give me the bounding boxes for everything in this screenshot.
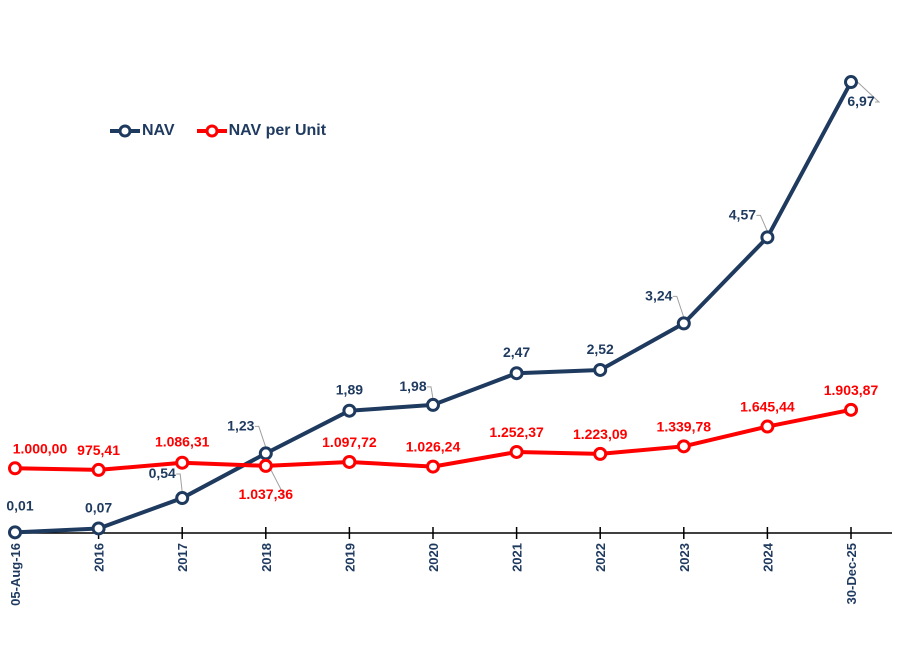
data-label: 3,24 [645, 287, 672, 303]
leader-line [254, 425, 267, 448]
data-point [426, 459, 440, 474]
data-label: 4,57 [729, 206, 756, 222]
data-point [258, 446, 273, 461]
leader-line [427, 386, 434, 399]
data-label: 2,52 [587, 341, 614, 357]
data-label: 0,54 [149, 465, 176, 481]
data-point [426, 397, 440, 412]
leader-line [850, 75, 881, 103]
data-point [91, 462, 106, 477]
data-point [175, 491, 190, 506]
data-point [509, 444, 524, 459]
data-label: 1.223,09 [573, 426, 628, 442]
data-label: 0,01 [6, 497, 33, 513]
x-tick-label: 2019 [342, 543, 357, 572]
data-point [844, 75, 858, 90]
legend: NAV NAV per Unit [110, 122, 326, 140]
data-point [91, 521, 106, 536]
x-tick-label: 2021 [510, 543, 525, 572]
x-tick-label: 2024 [760, 542, 775, 572]
leader-line [176, 473, 183, 493]
leader-line [672, 295, 685, 318]
legend-label-nav: NAV [142, 122, 175, 139]
data-point [175, 455, 190, 470]
data-label: 2,47 [503, 344, 530, 360]
data-label: 1,23 [227, 417, 254, 433]
data-label: 1.339,78 [657, 418, 712, 434]
data-label: 1,89 [336, 382, 363, 398]
legend-marker-nav-per-unit [196, 124, 227, 138]
data-point [509, 366, 524, 381]
x-tick-label: 2023 [677, 543, 692, 572]
data-label: 1.903,87 [824, 382, 879, 398]
data-point [760, 419, 775, 434]
x-tick-label: 05-Aug-16 [8, 543, 23, 606]
leader-line [756, 214, 768, 232]
data-point [342, 403, 357, 418]
data-label: 1.000,00 [13, 440, 68, 456]
data-label: 1.645,44 [740, 399, 795, 415]
data-label: 975,41 [77, 442, 120, 458]
data-point [760, 230, 775, 245]
data-point [258, 458, 273, 473]
data-label: 0,07 [85, 499, 112, 515]
x-tick-label: 30-Dec-25 [844, 543, 859, 604]
data-point [342, 454, 357, 469]
data-point [8, 525, 22, 540]
data-point [676, 316, 691, 331]
data-point [676, 439, 691, 454]
legend-item-nav-per-unit: NAV per Unit [196, 122, 327, 140]
data-label: 1.097,72 [322, 434, 377, 450]
x-tick-label: 2020 [426, 543, 441, 572]
data-label: 1.037,36 [239, 486, 294, 502]
data-label: 1.026,24 [406, 439, 461, 455]
x-tick-label: 2017 [175, 543, 190, 572]
data-point [8, 461, 22, 476]
legend-marker-nav [110, 124, 140, 138]
data-point [593, 446, 608, 461]
data-label: 1.252,37 [489, 424, 544, 440]
leader-line [265, 459, 285, 496]
legend-label-nav-per-unit: NAV per Unit [228, 122, 327, 139]
data-label: 1.086,31 [155, 434, 210, 450]
x-tick-label: 2022 [593, 543, 608, 572]
x-tick-label: 2016 [92, 543, 107, 572]
x-tick-label: 2018 [259, 543, 274, 572]
data-point [844, 402, 858, 417]
data-label: 1,98 [399, 378, 426, 394]
legend-item-nav: NAV [110, 122, 175, 140]
data-point [593, 362, 608, 377]
data-label: 6,97 [847, 93, 874, 109]
